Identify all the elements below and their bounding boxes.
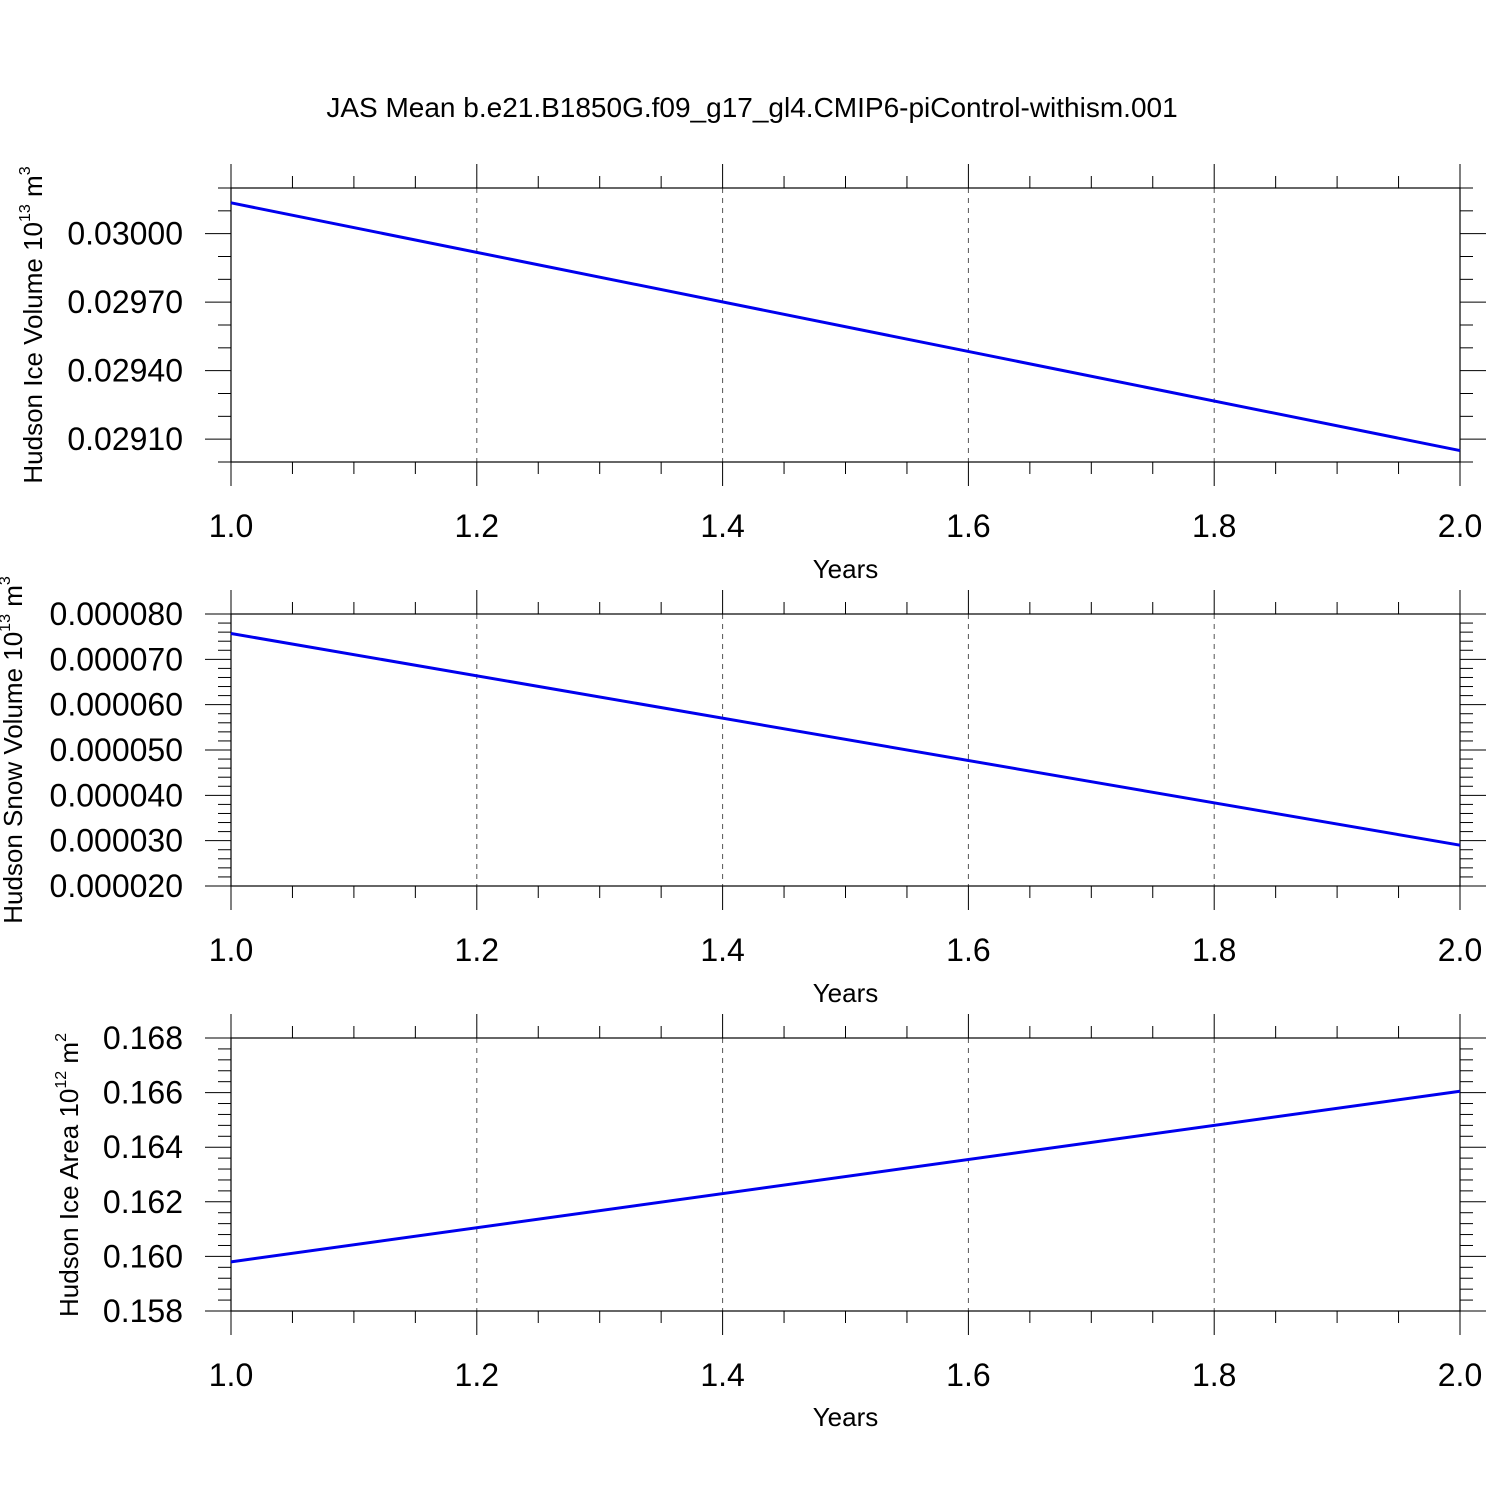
panel-1: 1.0 1.2 1.4 1.6 1.8 2.0 0.02910 0.02940 0.02970 0…	[17, 164, 1486, 584]
y-tick-label: 0.168	[103, 1020, 183, 1056]
x-tick-label: 2.0	[1438, 508, 1482, 544]
y-tick-label: 0.000050	[50, 732, 183, 768]
plot-frame	[230, 613, 1461, 887]
y-tick-label: 0.160	[103, 1238, 183, 1274]
y-axis-label: Hudson Ice Area 1012 m2	[53, 1033, 84, 1317]
y-axis-label: Hudson Snow Volume 1013 m3	[0, 576, 28, 924]
x-tick-label: 1.6	[946, 1357, 990, 1393]
x-tick-label: 1.8	[1192, 1357, 1236, 1393]
x-tick-label: 1.8	[1192, 932, 1236, 968]
y-tick-label: 0.166	[103, 1075, 183, 1111]
series-line	[230, 201, 1461, 453]
x-tick-label: 1.0	[209, 508, 253, 544]
panel-3: 1.0 1.2 1.4 1.6 1.8 2.0 0.158 0.160 0.162 0.164 0.…	[53, 1014, 1486, 1432]
plot-frame	[230, 1037, 1461, 1312]
y-tick-label: 0.162	[103, 1184, 183, 1220]
x-tick-label: 1.8	[1192, 508, 1236, 544]
y-tick-label: 0.158	[103, 1293, 183, 1329]
x-tick-label: 1.2	[455, 1357, 499, 1393]
y-tick-label: 0.000070	[50, 641, 183, 677]
y-tick-label: 0.02970	[67, 284, 183, 320]
series-line	[230, 632, 1461, 847]
y-tick-label: 0.000030	[50, 823, 183, 859]
y-tick-label: 0.02910	[67, 421, 183, 457]
x-tick-label: 2.0	[1438, 932, 1482, 968]
y-tick-label: 0.000020	[50, 868, 183, 904]
figure-title: JAS Mean b.e21.B1850G.f09_g17_gl4.CMIP6-…	[326, 92, 1177, 123]
plot-frame	[230, 187, 1461, 463]
x-tick-label: 1.2	[455, 508, 499, 544]
series-line	[230, 1089, 1461, 1264]
y-tick-label: 0.000080	[50, 596, 183, 632]
x-tick-label: 1.2	[455, 932, 499, 968]
x-axis-label: Years	[813, 1402, 879, 1432]
panel-2: 1.0 1.2 1.4 1.6 1.8 2.0 0.000020 0.000030 0.0000…	[0, 576, 1486, 1008]
x-tick-label: 1.0	[209, 1357, 253, 1393]
y-tick-label: 0.000060	[50, 687, 183, 723]
x-tick-label: 1.6	[946, 508, 990, 544]
y-tick-label: 0.000040	[50, 777, 183, 813]
x-tick-label: 1.4	[700, 932, 744, 968]
x-tick-label: 1.4	[700, 508, 744, 544]
x-axis-label: Years	[813, 554, 879, 584]
chart-panels: 1.0 1.2 1.4 1.6 1.8 2.0 0.02910 0.02940 0.02970 0…	[0, 164, 1486, 1432]
y-axis-label: Hudson Ice Volume 1013 m3	[17, 166, 48, 483]
y-tick-label: 0.03000	[67, 216, 183, 252]
x-tick-label: 1.4	[700, 1357, 744, 1393]
x-tick-label: 1.6	[946, 932, 990, 968]
x-axis-label: Years	[813, 978, 879, 1008]
y-tick-label: 0.02940	[67, 353, 183, 389]
y-tick-label: 0.164	[103, 1129, 183, 1165]
x-tick-label: 1.0	[209, 932, 253, 968]
x-tick-label: 2.0	[1438, 1357, 1482, 1393]
